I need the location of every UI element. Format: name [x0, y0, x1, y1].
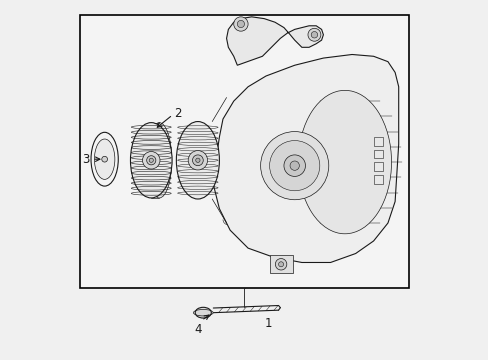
Ellipse shape	[146, 123, 171, 198]
Bar	[373, 149, 382, 158]
Circle shape	[142, 152, 160, 169]
Circle shape	[149, 158, 153, 162]
Circle shape	[278, 262, 283, 267]
Circle shape	[237, 21, 244, 28]
Text: 1: 1	[264, 317, 271, 330]
Circle shape	[188, 150, 207, 170]
Circle shape	[284, 155, 305, 176]
Text: 2: 2	[174, 107, 182, 120]
Bar	[269, 255, 292, 273]
Circle shape	[195, 158, 200, 162]
Text: 3: 3	[82, 153, 89, 166]
Bar	[373, 137, 382, 146]
Circle shape	[269, 140, 319, 191]
Circle shape	[233, 17, 247, 31]
Circle shape	[192, 155, 203, 166]
Ellipse shape	[176, 122, 219, 199]
Ellipse shape	[298, 90, 391, 234]
Polygon shape	[226, 17, 323, 65]
Circle shape	[275, 258, 286, 270]
Ellipse shape	[195, 307, 211, 318]
Ellipse shape	[130, 123, 172, 198]
Bar	[80, 15, 408, 288]
Polygon shape	[211, 54, 398, 262]
Circle shape	[307, 28, 320, 41]
Circle shape	[260, 132, 328, 200]
Circle shape	[310, 32, 317, 38]
Circle shape	[146, 156, 156, 165]
Text: 4: 4	[194, 323, 202, 337]
Ellipse shape	[91, 132, 118, 186]
Circle shape	[102, 156, 107, 162]
Ellipse shape	[94, 139, 115, 179]
Bar	[373, 175, 382, 184]
Bar	[373, 162, 382, 171]
Circle shape	[289, 161, 299, 170]
